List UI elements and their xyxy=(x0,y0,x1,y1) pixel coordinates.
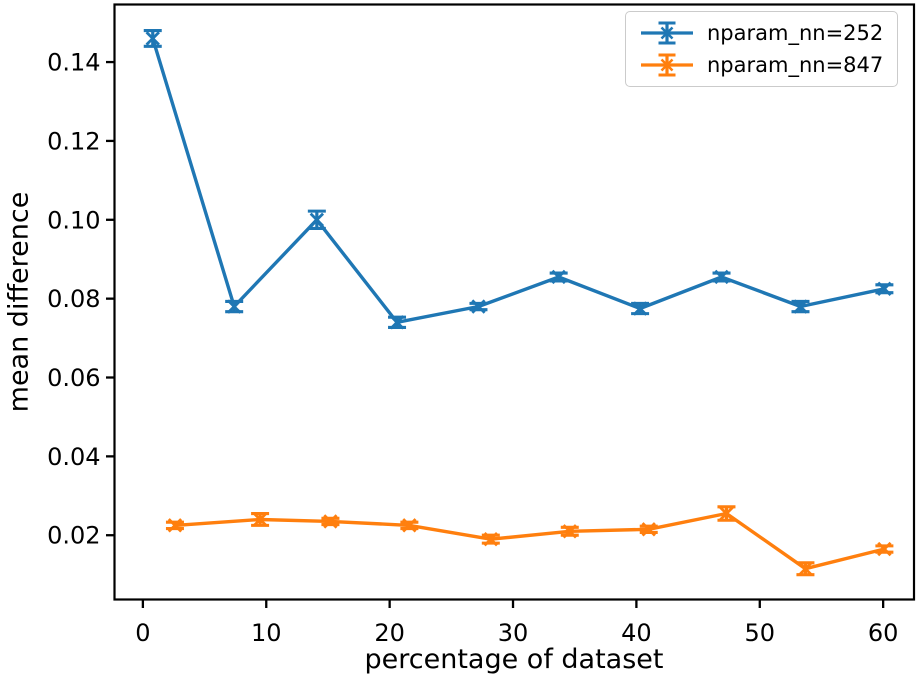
legend-label-series-1: nparam_nn=847 xyxy=(707,53,884,77)
x-tick-label: 30 xyxy=(498,619,529,647)
y-axis-ticks: 0.02 0.04 0.06 0.08 0.10 0.12 0.14 xyxy=(47,49,114,550)
y-tick-label: 0.04 xyxy=(47,443,100,471)
y-tick-label: 0.02 xyxy=(47,522,100,550)
legend-item-series-0: nparam_nn=252 xyxy=(640,19,883,47)
errorbar-marker-icon xyxy=(641,53,693,77)
errorbar-marker-icon xyxy=(641,21,693,45)
y-tick-label: 0.14 xyxy=(47,49,100,77)
x-tick-label: 40 xyxy=(621,619,652,647)
plot-border xyxy=(113,3,916,601)
x-tick-label: 60 xyxy=(868,619,899,647)
x-tick-label: 50 xyxy=(745,619,776,647)
series-1 xyxy=(165,505,894,577)
series-0 xyxy=(143,28,894,330)
legend-label-series-0: nparam_nn=252 xyxy=(707,21,884,45)
x-tick-label: 10 xyxy=(251,619,282,647)
y-axis-label: mean difference xyxy=(3,191,35,413)
x-tick-label: 20 xyxy=(374,619,405,647)
y-tick-label: 0.12 xyxy=(47,127,100,155)
legend: nparam_nn=252 nparam_nn=847 xyxy=(625,11,899,87)
y-tick-label: 0.06 xyxy=(47,364,100,392)
x-axis-ticks: 0 10 20 30 40 50 60 xyxy=(135,600,899,647)
x-tick-label: 0 xyxy=(135,619,150,647)
y-tick-label: 0.08 xyxy=(47,285,100,313)
y-tick-label: 0.10 xyxy=(47,206,100,234)
legend-item-series-1: nparam_nn=847 xyxy=(640,51,883,79)
x-axis-label: percentage of dataset xyxy=(364,644,664,675)
